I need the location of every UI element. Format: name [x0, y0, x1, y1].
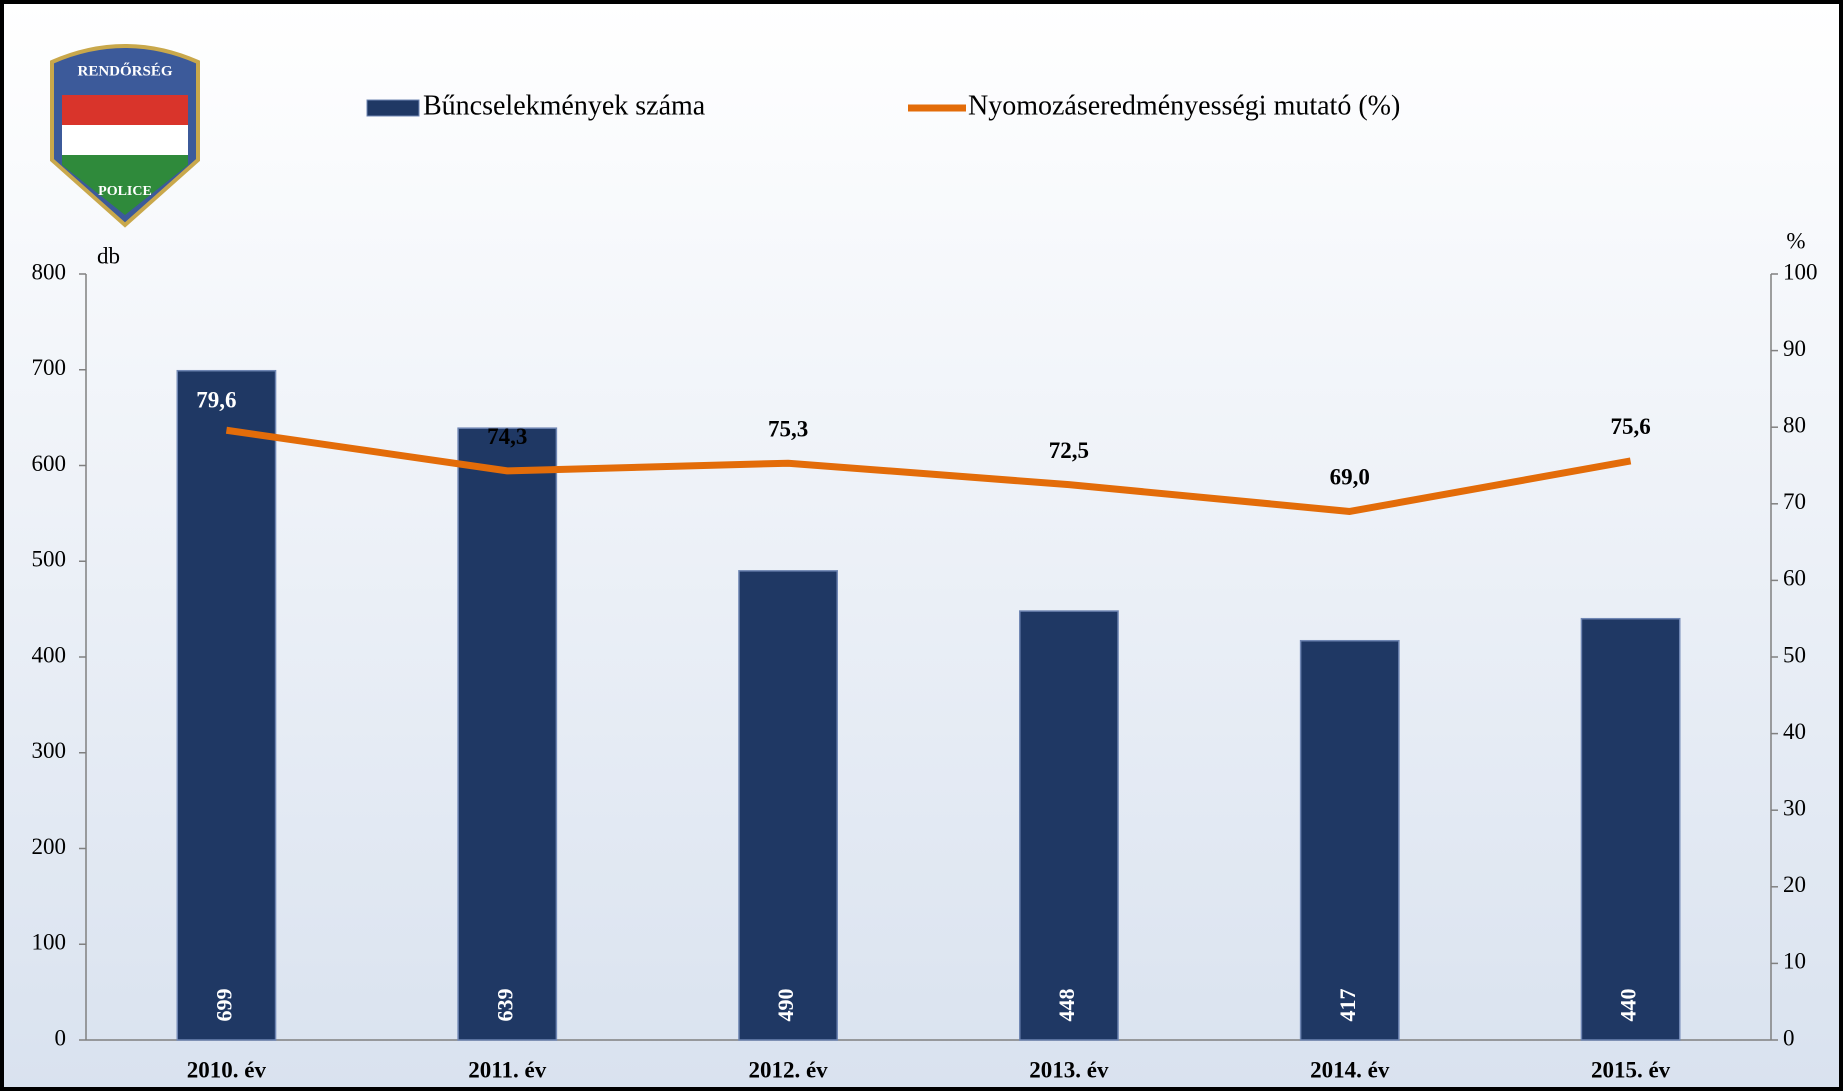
y2-tick-label: 90 — [1783, 336, 1806, 361]
y2-tick-label: 30 — [1783, 795, 1806, 820]
x-tick-label: 2013. év — [1029, 1057, 1109, 1082]
bar-value-label: 699 — [211, 989, 236, 1022]
bar — [1299, 639, 1400, 1041]
logo: RENDŐRSÉG POLICE — [50, 44, 200, 228]
y2-tick-label: 20 — [1783, 872, 1806, 897]
line-value-label: 79,6 — [196, 388, 236, 413]
y2-tick-label: 50 — [1783, 642, 1806, 667]
y2-tick-label: 40 — [1783, 719, 1806, 744]
bar-value-label: 490 — [773, 989, 798, 1022]
line-value-label: 75,6 — [1610, 414, 1650, 439]
bar-value-label: 440 — [1616, 989, 1641, 1022]
y2-tick-label: 80 — [1783, 412, 1806, 437]
x-tick-label: 2014. év — [1310, 1057, 1390, 1082]
y-tick-label: 0 — [55, 1025, 67, 1050]
line-value-label: 74,3 — [487, 424, 527, 449]
bar-value-label: 417 — [1335, 989, 1360, 1022]
legend-label: Bűncselekmények száma — [423, 90, 706, 121]
x-tick-label: 2012. év — [748, 1057, 828, 1082]
bar — [457, 427, 558, 1041]
y2-axis-label: % — [1786, 228, 1805, 253]
bar — [1019, 610, 1119, 1041]
bar — [1580, 617, 1681, 1041]
x-tick-label: 2011. év — [468, 1057, 546, 1082]
line-value-label: 72,5 — [1049, 438, 1089, 463]
logo-bottom-text: POLICE — [98, 184, 152, 199]
y-tick-label: 700 — [32, 355, 67, 380]
y2-tick-label: 60 — [1783, 566, 1806, 591]
y-axis-label: db — [97, 243, 120, 268]
legend-label: Nyomozáseredményességi mutató (%) — [968, 90, 1400, 121]
y2-tick-label: 10 — [1783, 949, 1806, 974]
logo-top-text: RENDŐRSÉG — [77, 62, 172, 79]
bar-value-label: 448 — [1054, 989, 1079, 1022]
line-value-label: 69,0 — [1330, 465, 1370, 490]
y-tick-label: 400 — [32, 642, 67, 667]
y2-tick-label: 0 — [1783, 1025, 1795, 1050]
bar-value-label: 639 — [492, 989, 517, 1022]
x-tick-label: 2015. év — [1591, 1057, 1671, 1082]
y-tick-label: 500 — [32, 547, 67, 572]
x-tick-label: 2010. év — [187, 1057, 267, 1082]
bar — [738, 570, 838, 1041]
y-tick-label: 300 — [32, 738, 67, 763]
y-tick-label: 600 — [32, 451, 67, 476]
y-tick-label: 800 — [32, 259, 67, 284]
y2-tick-label: 100 — [1783, 259, 1818, 284]
line — [225, 426, 1632, 515]
y-tick-label: 200 — [32, 834, 67, 859]
y-tick-label: 100 — [32, 930, 67, 955]
bar — [176, 369, 277, 1041]
y2-tick-label: 70 — [1783, 489, 1806, 514]
line-value-label: 75,3 — [768, 416, 808, 441]
legend-swatch — [366, 99, 420, 117]
